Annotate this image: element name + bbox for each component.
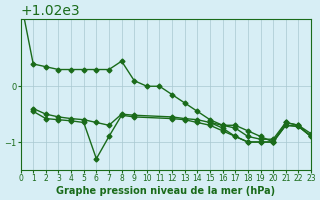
X-axis label: Graphe pression niveau de la mer (hPa): Graphe pression niveau de la mer (hPa) [56,186,276,196]
